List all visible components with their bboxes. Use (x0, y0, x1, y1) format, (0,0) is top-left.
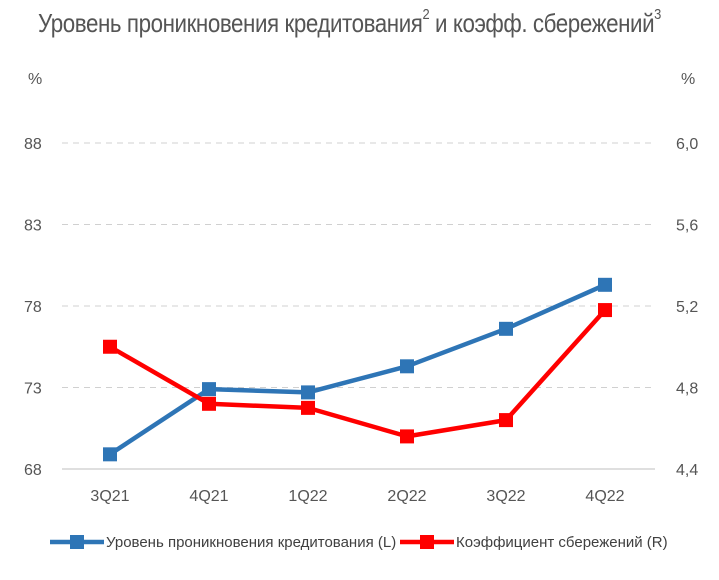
x-tick-label: 4Q22 (585, 488, 624, 505)
x-tick-label: 4Q21 (189, 488, 228, 505)
legend-marker-1 (70, 535, 84, 549)
y-left-tick-label: 83 (24, 218, 42, 235)
y-left-tick-label: 78 (24, 299, 42, 316)
series-2-point (598, 303, 612, 318)
y-left-tick-label: 68 (24, 462, 42, 479)
y-right-tick-label: 5,2 (676, 299, 698, 316)
y-left-tick-label: 73 (24, 381, 42, 398)
y-right-unit-label: % (681, 71, 695, 88)
series-line-2 (108, 308, 607, 439)
series-1-point (301, 385, 315, 400)
series-2-point (103, 339, 117, 354)
series-1-point (499, 321, 513, 336)
x-tick-label: 3Q22 (486, 488, 525, 505)
x-tick-label: 3Q21 (90, 488, 129, 505)
y-right-tick-label: 4,4 (676, 462, 698, 479)
title-part-2: и коэфф. сбережений (429, 8, 655, 38)
chart-title: Уровень проникновения кредитования2 и ко… (38, 6, 661, 52)
title-footnote-2: 3 (654, 6, 661, 23)
series-1-point (103, 447, 117, 462)
legend-marker-2 (420, 535, 434, 549)
series-1-point (400, 359, 414, 374)
series-1-point (598, 277, 612, 292)
series-2-point (202, 396, 216, 411)
title-footnote-1: 2 (422, 6, 430, 23)
legend-label-2: Коэффициент сбережений (R) (456, 534, 668, 551)
series-line-1 (108, 282, 606, 457)
title-part-1: Уровень проникновения кредитования (38, 8, 423, 38)
y-right-tick-label: 6,0 (676, 136, 698, 153)
series-2-point (301, 400, 315, 415)
series-2-point (499, 413, 513, 428)
x-tick-label: 2Q22 (387, 488, 426, 505)
y-left-unit-label: % (28, 71, 42, 88)
x-tick-label: 1Q22 (288, 488, 327, 505)
legend-label-1: Уровень проникновения кредитования (L) (106, 534, 396, 551)
y-right-tick-label: 4,8 (676, 381, 698, 398)
y-right-tick-label: 5,6 (676, 218, 698, 235)
y-left-tick-label: 88 (24, 136, 42, 153)
series-2-point (400, 429, 414, 444)
series-1-point (202, 382, 216, 397)
